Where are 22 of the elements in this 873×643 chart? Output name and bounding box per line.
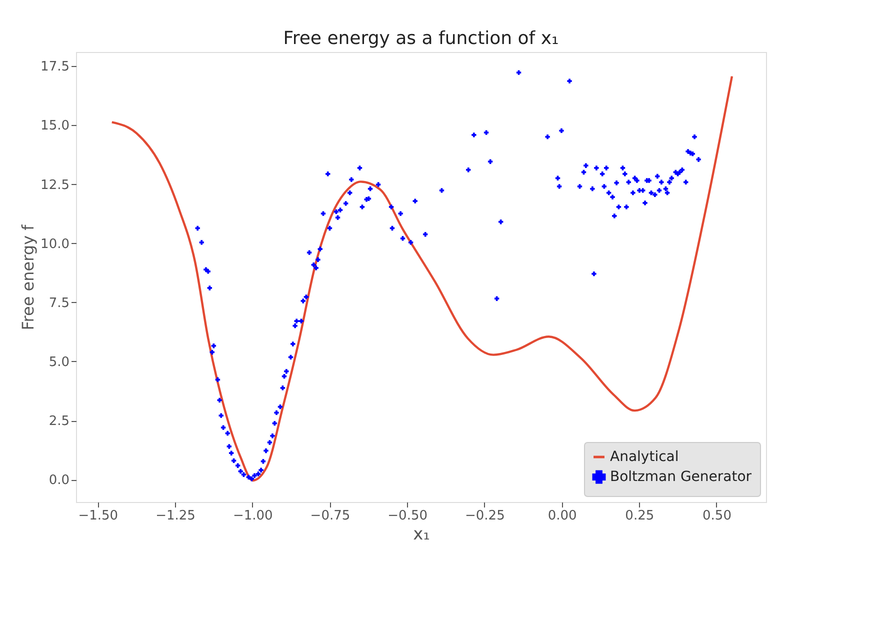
y-tick-label: 2.5 <box>48 414 70 430</box>
x-tick-label: −1.25 <box>156 508 196 524</box>
y-tick-label: 0.0 <box>48 473 70 488</box>
y-tick-label: 17.5 <box>40 60 70 75</box>
legend-label: Analytical <box>610 449 679 465</box>
y-tick-label: 10.0 <box>40 236 70 252</box>
x-tick-label: −0.50 <box>388 508 428 524</box>
x-tick-label: 0.50 <box>702 508 732 524</box>
x-tick-label: −1.50 <box>78 508 118 524</box>
x-tick-label: −1.00 <box>232 508 273 524</box>
y-axis-title: Free energy f <box>18 224 38 330</box>
x-tick-label: 0.25 <box>625 508 654 524</box>
x-tick-label: −0.25 <box>465 508 505 524</box>
y-tick-label: 7.5 <box>48 296 70 311</box>
y-tick-label: 12.5 <box>40 178 70 193</box>
x-tick-label: 0.00 <box>548 508 577 524</box>
x-axis-title: x₁ <box>413 524 430 544</box>
legend-label: Boltzman Generator <box>610 469 752 485</box>
x-tick-label: −0.75 <box>310 508 350 524</box>
chart-title: Free energy as a function of x₁ <box>283 28 559 49</box>
y-tick-label: 5.0 <box>48 354 70 370</box>
y-tick-label: 15.0 <box>40 118 70 134</box>
